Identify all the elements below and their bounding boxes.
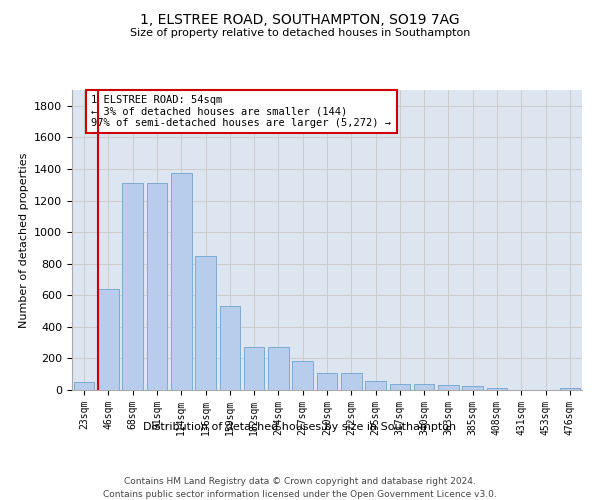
Bar bbox=[146, 183, 167, 390]
Text: Size of property relative to detached houses in Southampton: Size of property relative to detached ho… bbox=[130, 28, 470, 38]
Text: Contains public sector information licensed under the Open Government Licence v3: Contains public sector information licen… bbox=[103, 490, 497, 499]
Bar bbox=[220, 306, 240, 390]
Bar bbox=[463, 386, 483, 390]
Bar bbox=[122, 183, 143, 390]
Text: 1 ELSTREE ROAD: 54sqm
← 3% of detached houses are smaller (144)
97% of semi-deta: 1 ELSTREE ROAD: 54sqm ← 3% of detached h… bbox=[91, 94, 391, 128]
Bar bbox=[438, 386, 459, 390]
Text: 1, ELSTREE ROAD, SOUTHAMPTON, SO19 7AG: 1, ELSTREE ROAD, SOUTHAMPTON, SO19 7AG bbox=[140, 12, 460, 26]
Bar bbox=[317, 374, 337, 390]
Bar bbox=[268, 346, 289, 390]
Bar bbox=[414, 384, 434, 390]
Bar bbox=[560, 388, 580, 390]
Bar bbox=[365, 380, 386, 390]
Text: Distribution of detached houses by size in Southampton: Distribution of detached houses by size … bbox=[143, 422, 457, 432]
Bar bbox=[341, 374, 362, 390]
Bar bbox=[74, 382, 94, 390]
Text: Contains HM Land Registry data © Crown copyright and database right 2024.: Contains HM Land Registry data © Crown c… bbox=[124, 478, 476, 486]
Bar bbox=[244, 346, 265, 390]
Bar bbox=[98, 289, 119, 390]
Bar bbox=[171, 173, 191, 390]
Y-axis label: Number of detached properties: Number of detached properties bbox=[19, 152, 29, 328]
Bar bbox=[292, 361, 313, 390]
Bar bbox=[389, 384, 410, 390]
Bar bbox=[487, 388, 508, 390]
Bar bbox=[195, 256, 216, 390]
